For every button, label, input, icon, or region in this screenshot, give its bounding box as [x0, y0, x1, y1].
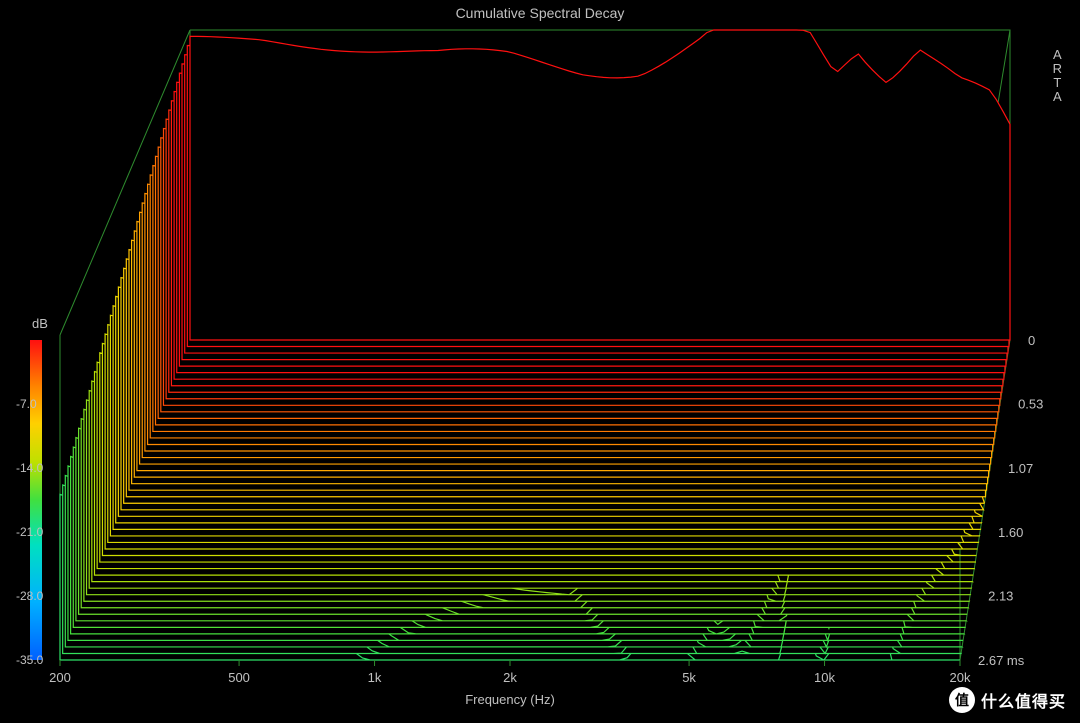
z-tick-label: -35.0	[16, 653, 44, 667]
x-tick-label: 2k	[503, 670, 517, 685]
x-tick-label: 10k	[814, 670, 835, 685]
z-axis-label: dB	[32, 316, 48, 331]
x-tick-label: 500	[228, 670, 250, 685]
time-tick-label: 1.07	[1008, 461, 1033, 476]
x-tick-label: 5k	[682, 670, 696, 685]
z-tick-label: -7.0	[16, 397, 37, 411]
software-tag: ARTA	[1053, 48, 1062, 104]
z-tick-label: -14.0	[16, 461, 44, 475]
x-tick-label: 20k	[950, 670, 971, 685]
x-axis-label: Frequency (Hz)	[465, 692, 555, 707]
time-tick-label: 1.60	[998, 525, 1023, 540]
watermark-badge-icon: 值	[949, 687, 975, 713]
x-tick-label: 1k	[368, 670, 382, 685]
watermark: 值 什么值得买	[949, 687, 1066, 713]
time-tick-label: 0	[1028, 333, 1035, 348]
z-tick-label: -21.0	[16, 525, 44, 539]
time-tick-label: 2.67 ms	[978, 653, 1025, 668]
csd-plot: { "title": "Cumulative Spectral Decay", …	[0, 0, 1080, 723]
z-tick-label: -28.0	[16, 589, 44, 603]
svg-text:Cumulative Spectral Decay: Cumulative Spectral Decay	[456, 5, 625, 21]
x-tick-label: 200	[49, 670, 71, 685]
csd-slice	[190, 30, 1010, 340]
csd-svg: Cumulative Spectral Decay Frequency (Hz) 2…	[0, 0, 1080, 723]
time-tick-label: 2.13	[988, 588, 1013, 603]
time-tick-label: 0.53	[1018, 397, 1043, 412]
watermark-text: 什么值得买	[981, 688, 1066, 712]
colorbar	[30, 340, 42, 660]
